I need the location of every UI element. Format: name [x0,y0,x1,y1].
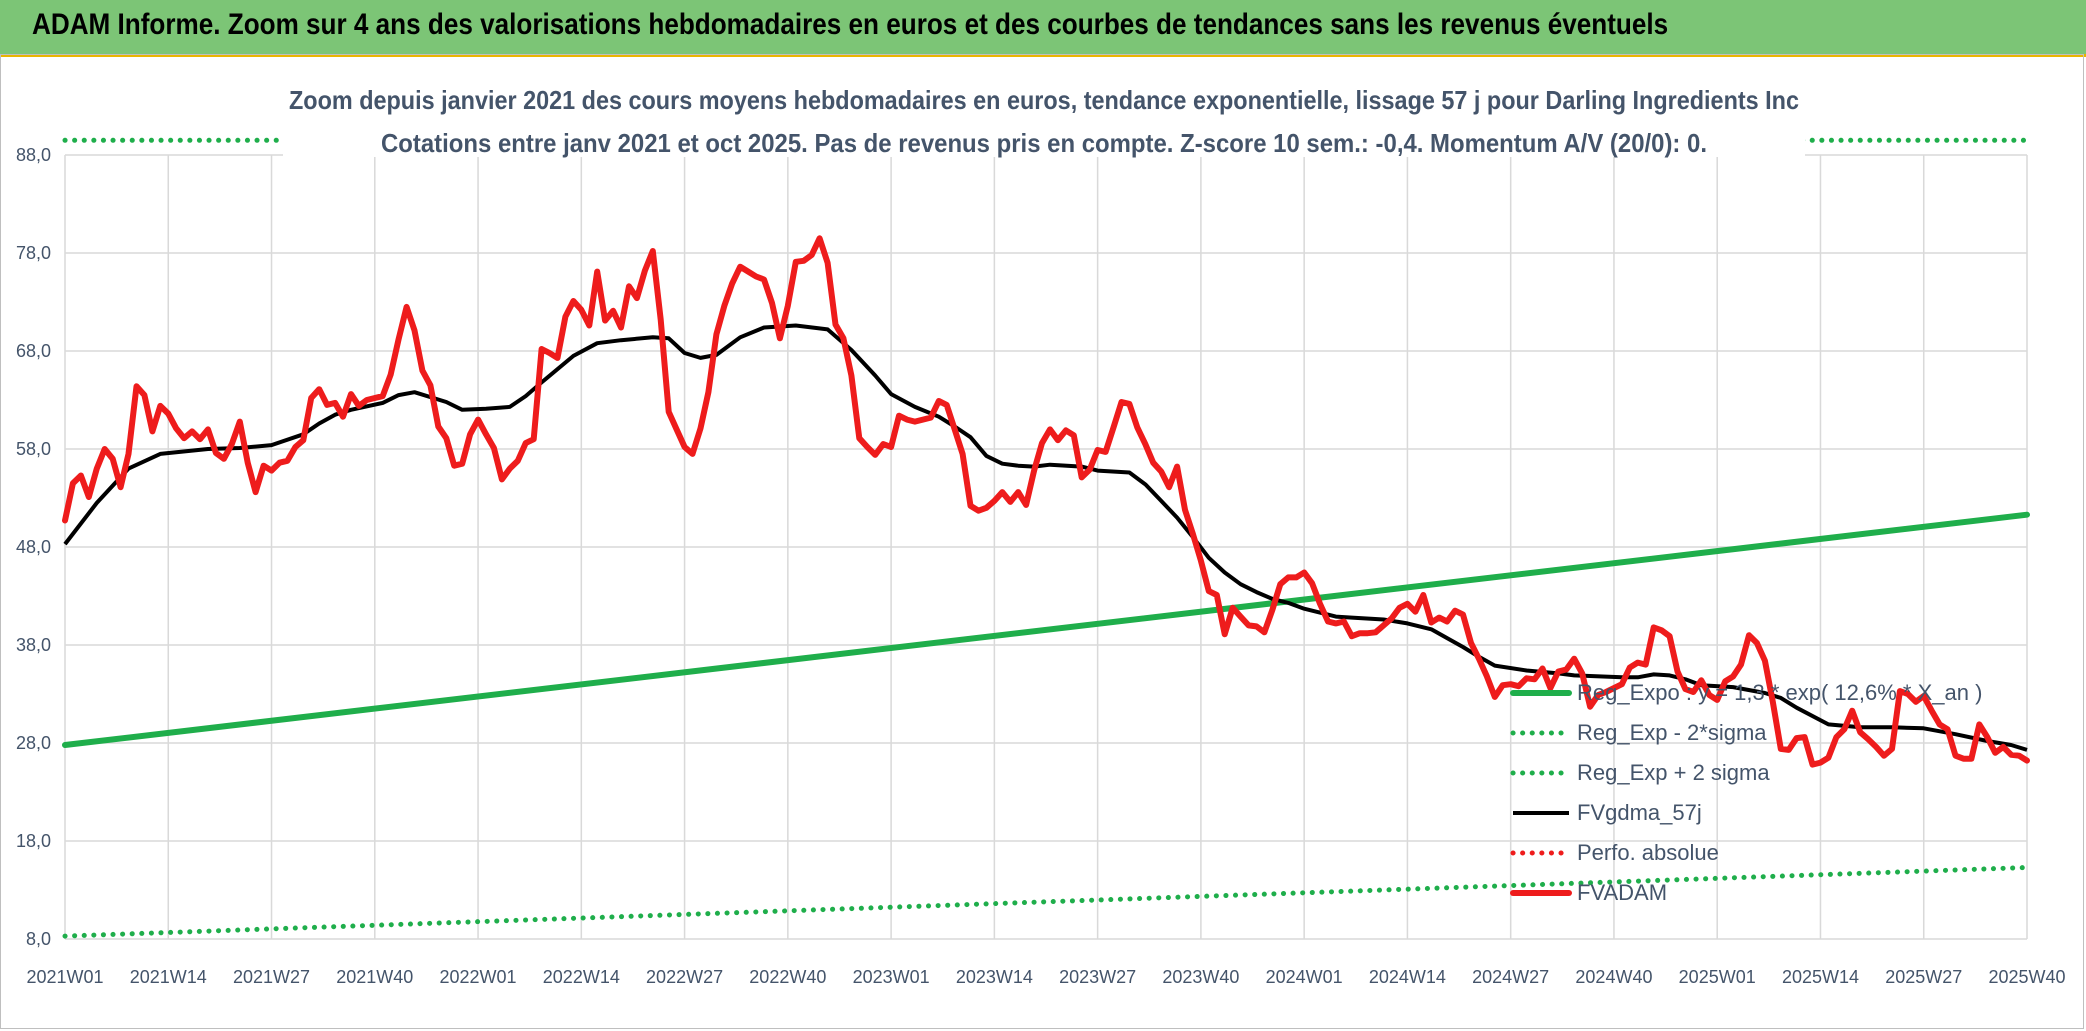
x-tick-label: 2021W40 [336,967,413,987]
legend-entry: Reg_Exp + 2 sigma [1577,760,1770,785]
series-line-5 [62,235,2030,768]
x-tick-label: 2022W14 [543,967,620,987]
legend-entry: Perfo. absolue [1577,840,1719,865]
legend-entry: FVgdma_57j [1577,800,1702,825]
y-tick-label: 18,0 [16,831,51,851]
header-banner: ADAM Informe. Zoom sur 4 ans des valoris… [0,0,2086,57]
x-tick-label: 2025W27 [1885,967,1962,987]
x-tick-label: 2024W40 [1575,967,1652,987]
chart-title: Zoom depuis janvier 2021 des cours moyen… [289,85,1799,115]
x-tick-label: 2023W14 [956,967,1033,987]
legend-entry: Reg_Expo : y = 1,3 * exp( 12,6% * X_an ) [1577,680,1982,705]
x-tick-label: 2022W40 [749,967,826,987]
y-tick-label: 8,0 [26,929,51,949]
x-tick-label: 2021W01 [26,967,103,987]
x-tick-label: 2022W27 [646,967,723,987]
chart-frame: 8,0 18,0 28,0 38,0 48,0 58,0 68,0 78,0 88,0 2021… [0,54,2084,1029]
x-tick-label: 2025W01 [1679,967,1756,987]
y-tick-label: 88,0 [16,145,51,165]
legend-entry: Reg_Exp - 2*sigma [1577,720,1767,745]
x-tick-label: 2024W27 [1472,967,1549,987]
line-chart: 8,0 18,0 28,0 38,0 48,0 58,0 68,0 78,0 88,0 2021… [16,77,2066,987]
chart-grid [64,154,2028,940]
y-tick-label: 48,0 [16,537,51,557]
title-backdrop [283,77,1805,157]
series-line-3 [63,323,2028,752]
x-tick-label: 2024W14 [1369,967,1446,987]
y-tick-label: 68,0 [16,341,51,361]
chart-subtitle: Cotations entre janv 2021 et oct 2025. P… [381,128,1707,158]
y-axis-ticks: 8,0 18,0 28,0 38,0 48,0 58,0 68,0 78,0 88,0 [16,145,51,949]
x-tick-label: 2025W40 [1988,967,2065,987]
x-tick-label: 2022W01 [440,967,517,987]
x-tick-label: 2024W01 [1266,967,1343,987]
x-tick-label: 2021W14 [130,967,207,987]
x-tick-label: 2025W14 [1782,967,1859,987]
x-tick-label: 2023W40 [1162,967,1239,987]
y-tick-label: 28,0 [16,733,51,753]
y-tick-label: 38,0 [16,635,51,655]
series-line-0 [62,511,2030,748]
x-axis-ticks: 2021W01 2021W14 2021W27 2021W40 2022W01 2022W… [26,967,2065,987]
chart-series [62,137,2030,939]
chart-legend: Reg_Expo : y = 1,3 * exp( 12,6% * X_an )… [1510,680,1982,905]
y-tick-label: 78,0 [16,243,51,263]
x-tick-label: 2023W27 [1059,967,1136,987]
series-line-1 [62,865,2030,939]
x-tick-label: 2023W01 [853,967,930,987]
page-title: ADAM Informe. Zoom sur 4 ans des valoris… [32,8,1669,41]
x-tick-label: 2021W27 [233,967,310,987]
legend-entry: FVADAM [1577,880,1667,905]
y-tick-label: 58,0 [16,439,51,459]
